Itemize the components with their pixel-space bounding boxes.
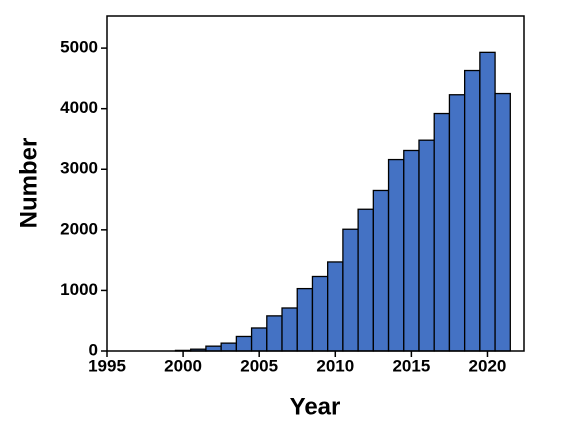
bar	[235, 335, 253, 352]
y-tick-label: 0	[89, 340, 98, 359]
bar	[266, 315, 283, 352]
bar	[372, 189, 390, 352]
bar	[418, 139, 435, 352]
bar	[433, 112, 451, 352]
bar	[311, 275, 329, 352]
bar	[327, 261, 344, 352]
y-tick-label: 5000	[60, 38, 98, 57]
x-tick-label: 2010	[316, 356, 354, 375]
bar	[342, 228, 359, 352]
plot-frame	[106, 15, 525, 352]
bar	[281, 307, 298, 352]
y-tick-label: 4000	[60, 98, 98, 117]
y-tick-label: 2000	[60, 219, 98, 238]
x-tick-label: 2015	[392, 356, 430, 375]
x-tick-label: 1995	[88, 356, 126, 375]
bar	[220, 342, 238, 352]
bar	[463, 69, 481, 352]
x-tick-label: 2020	[469, 356, 507, 375]
bar	[403, 149, 420, 352]
x-tick-label: 2005	[240, 356, 278, 375]
bar	[296, 287, 314, 352]
bar	[494, 92, 511, 352]
bar	[387, 158, 405, 352]
bar	[479, 51, 496, 352]
y-tick-label: 1000	[60, 280, 98, 299]
x-tick-label: 2000	[164, 356, 202, 375]
bar	[357, 208, 374, 352]
bar	[250, 327, 268, 352]
y-tick-label: 3000	[60, 159, 98, 178]
x-axis-label: Year	[290, 393, 341, 420]
bar	[448, 94, 466, 352]
y-axis-label: Number	[15, 138, 42, 229]
